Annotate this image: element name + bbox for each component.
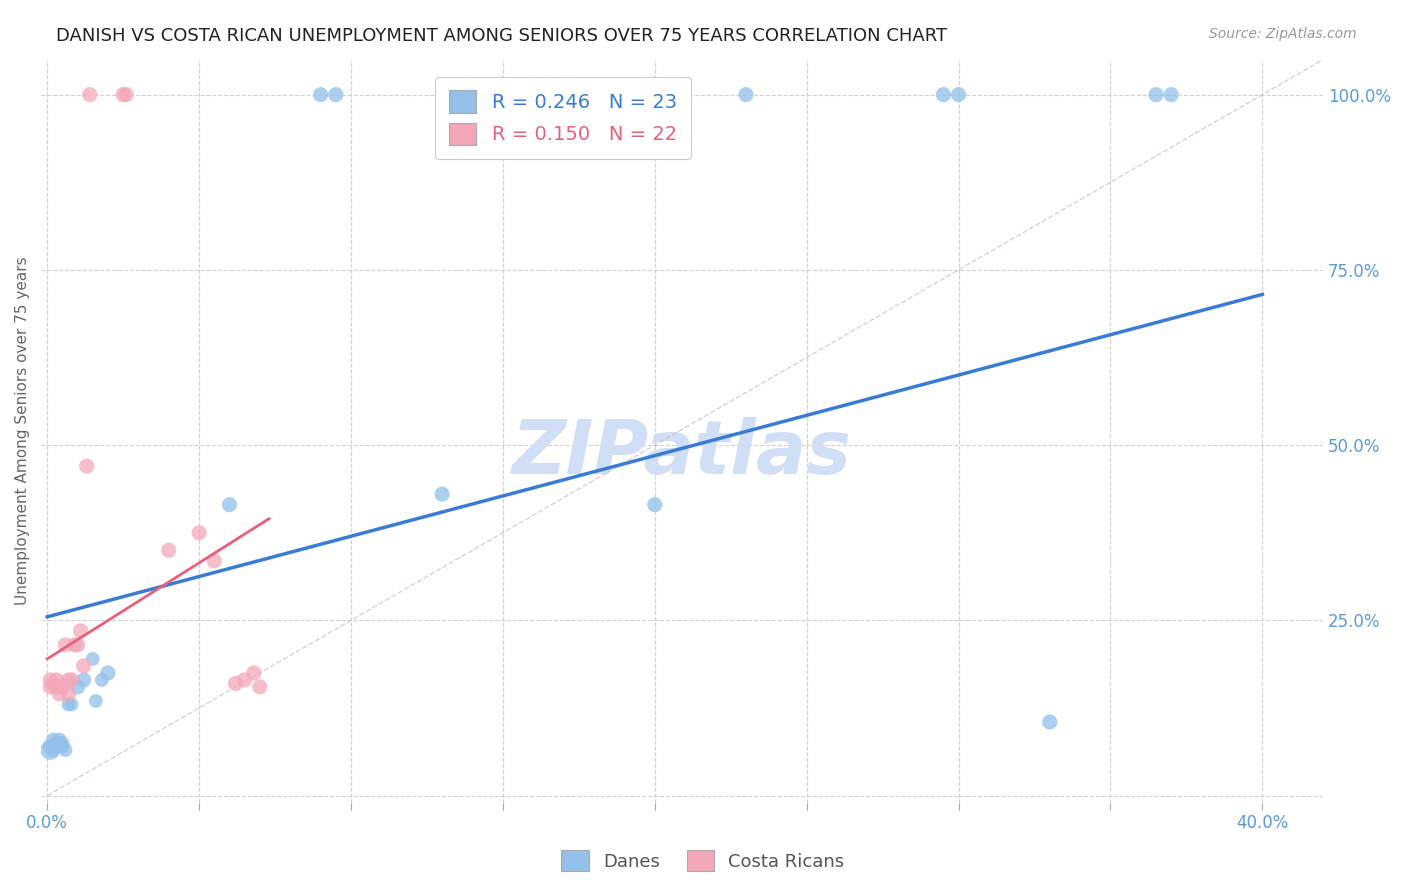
Point: [42, 743, 65, 757]
Point: [48, 732, 70, 747]
Point: [225, 676, 247, 690]
Point: [58, 698, 80, 712]
Point: [157, 543, 180, 558]
Point: [218, 498, 240, 512]
Point: [51, 739, 73, 754]
Point: [97, 665, 120, 680]
Text: Source: ZipAtlas.com: Source: ZipAtlas.com: [1209, 27, 1357, 41]
Text: DANISH VS COSTA RICAN UNEMPLOYMENT AMONG SENIORS OVER 75 YEARS CORRELATION CHART: DANISH VS COSTA RICAN UNEMPLOYMENT AMONG…: [56, 27, 948, 45]
Point: [242, 665, 264, 680]
Point: [932, 87, 955, 102]
Point: [58, 687, 80, 701]
Point: [66, 638, 89, 652]
Point: [1039, 714, 1062, 729]
Point: [39, 680, 62, 694]
Point: [39, 739, 62, 754]
Point: [45, 680, 67, 694]
Point: [90, 673, 112, 687]
Point: [84, 694, 107, 708]
Text: ZIPatlas: ZIPatlas: [512, 417, 852, 490]
Point: [735, 87, 758, 102]
Point: [188, 525, 211, 540]
Point: [55, 743, 77, 757]
Point: [325, 87, 347, 102]
Point: [48, 736, 70, 750]
Point: [1144, 87, 1167, 102]
Point: [42, 676, 65, 690]
Point: [79, 87, 101, 102]
Legend: R = 0.246   N = 23, R = 0.150   N = 22: R = 0.246 N = 23, R = 0.150 N = 22: [436, 77, 690, 159]
Point: [45, 739, 67, 754]
Point: [202, 554, 225, 568]
Point: [644, 498, 666, 512]
Point: [45, 673, 67, 687]
Point: [72, 673, 94, 687]
Point: [112, 87, 135, 102]
Point: [51, 736, 73, 750]
Point: [76, 459, 98, 474]
Point: [51, 680, 73, 694]
Point: [60, 698, 83, 712]
Point: [537, 87, 560, 102]
Point: [72, 659, 94, 673]
Point: [60, 673, 83, 687]
Point: [63, 638, 86, 652]
Point: [66, 680, 89, 694]
Point: [42, 732, 65, 747]
Point: [249, 680, 271, 694]
Point: [58, 673, 80, 687]
Point: [45, 736, 67, 750]
Legend: Danes, Costa Ricans: Danes, Costa Ricans: [554, 843, 852, 879]
Point: [233, 673, 256, 687]
Point: [309, 87, 332, 102]
Point: [39, 673, 62, 687]
Point: [430, 487, 453, 501]
Point: [48, 687, 70, 701]
Point: [55, 638, 77, 652]
Point: [948, 87, 970, 102]
Y-axis label: Unemployment Among Seniors over 75 years: Unemployment Among Seniors over 75 years: [15, 257, 30, 606]
Point: [82, 652, 104, 666]
Point: [69, 624, 91, 638]
Point: [39, 743, 62, 757]
Point: [115, 87, 138, 102]
Point: [1160, 87, 1182, 102]
